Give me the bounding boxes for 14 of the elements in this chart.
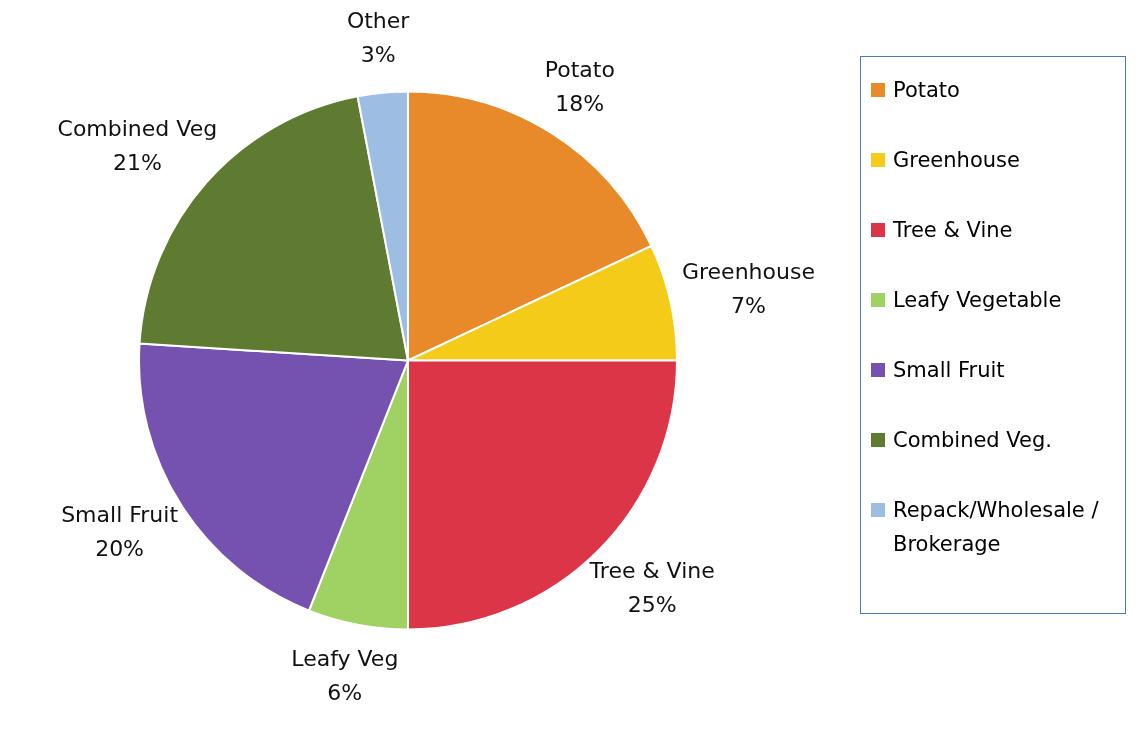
data-label: Leafy Veg 6% <box>291 646 399 706</box>
data-label: Small Fruit 20% <box>61 502 179 562</box>
legend-label: Greenhouse <box>893 147 1021 174</box>
data-label: Other 3% <box>346 7 411 67</box>
data-label: Tree & Vine 25% <box>588 557 715 617</box>
legend-label: Leafy Vegetable <box>893 287 1063 314</box>
legend-label: Repack/Wholesale / Brokerage <box>893 497 1100 558</box>
legend-label: Tree & Vine <box>893 217 1014 244</box>
data-label: Potato 18% <box>544 56 615 116</box>
legend-label: Potato <box>893 77 961 104</box>
legend-label: Combined Veg. <box>893 427 1054 454</box>
data-label: Combined Veg 21% <box>57 115 218 175</box>
legend-label: Small Fruit <box>893 357 1006 384</box>
data-label: Greenhouse 7% <box>681 258 815 318</box>
